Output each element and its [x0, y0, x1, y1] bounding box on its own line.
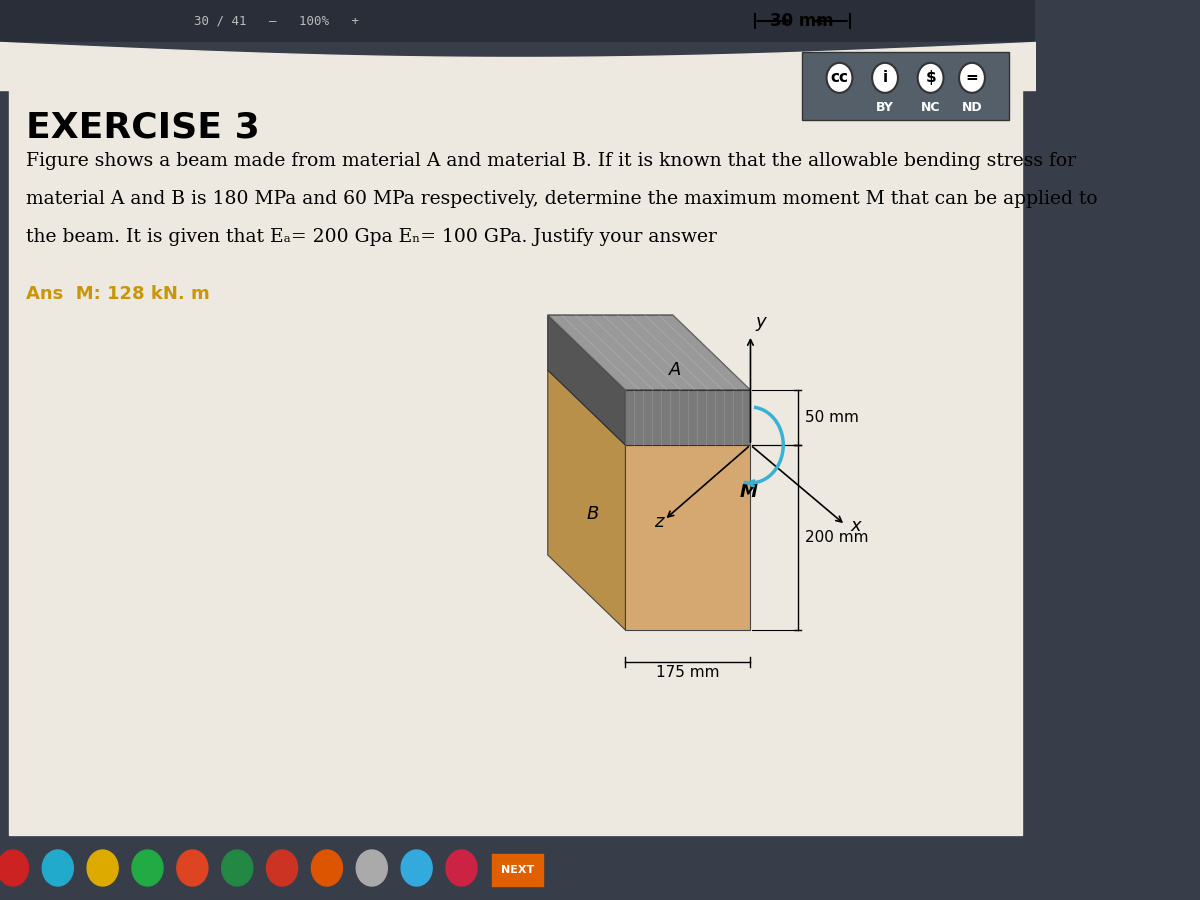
Text: y: y: [756, 313, 767, 331]
Circle shape: [356, 850, 388, 886]
Text: A: A: [670, 361, 682, 379]
Polygon shape: [547, 315, 625, 445]
Text: B: B: [587, 505, 599, 523]
Bar: [803, 52, 1009, 120]
Text: x: x: [851, 517, 862, 535]
Polygon shape: [547, 370, 750, 445]
Polygon shape: [625, 390, 750, 445]
Circle shape: [42, 850, 73, 886]
Bar: [8, 42, 1022, 835]
Circle shape: [827, 63, 852, 93]
Circle shape: [312, 850, 342, 886]
Text: NC: NC: [920, 102, 941, 114]
Circle shape: [872, 63, 898, 93]
Circle shape: [446, 850, 478, 886]
Circle shape: [401, 850, 432, 886]
Circle shape: [176, 850, 208, 886]
Text: 175 mm: 175 mm: [656, 665, 720, 680]
Circle shape: [0, 850, 29, 886]
Text: 200 mm: 200 mm: [805, 530, 869, 545]
Text: Ans  M: 128 kN. m: Ans M: 128 kN. m: [26, 285, 210, 303]
Text: NEXT: NEXT: [500, 865, 534, 875]
Text: ND: ND: [961, 102, 983, 114]
Text: =: =: [966, 70, 978, 86]
Text: EXERCISE 3: EXERCISE 3: [26, 110, 259, 144]
Text: material A and B is 180 MPa and 60 MPa respectively, determine the maximum momen: material A and B is 180 MPa and 60 MPa r…: [26, 190, 1098, 208]
Polygon shape: [625, 445, 750, 630]
Circle shape: [266, 850, 298, 886]
Text: M: M: [740, 483, 757, 501]
Text: 30 mm: 30 mm: [770, 12, 834, 30]
Circle shape: [918, 63, 943, 93]
Bar: [0, 0, 1036, 42]
Circle shape: [88, 850, 118, 886]
Text: Figure shows a beam made from material A and material B. If it is known that the: Figure shows a beam made from material A…: [26, 152, 1076, 170]
Text: 30 / 41   –   100%   +: 30 / 41 – 100% +: [193, 14, 359, 28]
Circle shape: [959, 63, 985, 93]
Polygon shape: [547, 370, 625, 630]
Text: i: i: [882, 70, 888, 86]
Text: the beam. It is given that Eₐ= 200 Gpa Eₙ= 100 GPa. Justify your answer: the beam. It is given that Eₐ= 200 Gpa E…: [26, 228, 716, 246]
Bar: [492, 854, 544, 886]
Polygon shape: [547, 315, 750, 390]
Circle shape: [132, 850, 163, 886]
Text: $: $: [925, 70, 936, 86]
Text: z: z: [654, 513, 664, 531]
Text: 50 mm: 50 mm: [805, 410, 859, 425]
Text: cc: cc: [830, 70, 848, 86]
Circle shape: [222, 850, 253, 886]
Bar: [0, 837, 1036, 900]
Text: BY: BY: [876, 102, 894, 114]
